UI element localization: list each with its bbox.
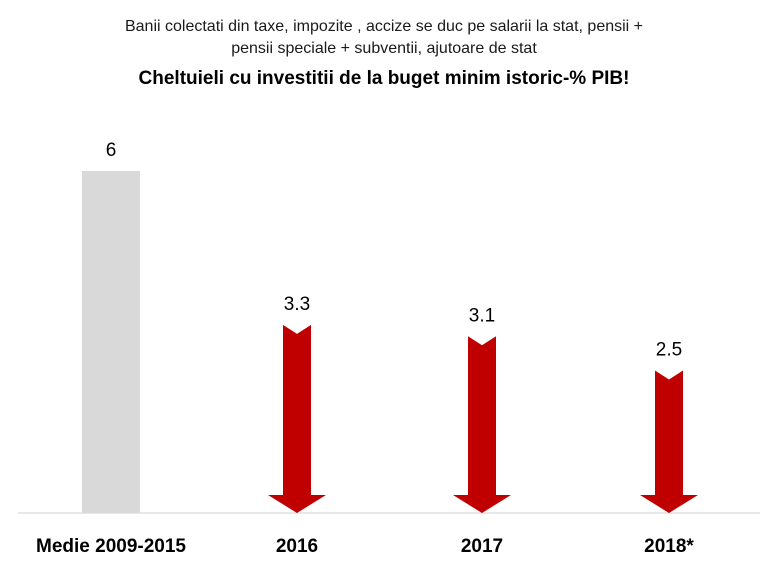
x-tick-label-2: 2016 bbox=[276, 536, 318, 557]
chart-title: Cheltuieli cu investitii de la buget min… bbox=[138, 68, 630, 89]
arrow-bar-2 bbox=[268, 324, 326, 513]
x-tick-label-3: 2017 bbox=[461, 536, 503, 557]
bar-1 bbox=[82, 171, 140, 513]
arrow-bar-4 bbox=[640, 370, 698, 513]
arrow-bar-3 bbox=[453, 336, 511, 513]
subtitle-line-1: Banii colectati din taxe, impozite , acc… bbox=[124, 18, 644, 35]
data-label-4: 2.5 bbox=[656, 340, 682, 361]
data-label-1: 6 bbox=[106, 140, 117, 161]
data-label-3: 3.1 bbox=[469, 305, 495, 326]
data-label-2: 3.3 bbox=[284, 294, 310, 315]
x-tick-label-4: 2018* bbox=[644, 536, 694, 557]
x-tick-label-1: Medie 2009-2015 bbox=[36, 536, 186, 557]
subtitle-line-2: pensii speciale + subventii, ajutoare de… bbox=[231, 40, 537, 57]
chart-subtitle: Banii colectati din taxe, impozite , acc… bbox=[0, 16, 768, 60]
